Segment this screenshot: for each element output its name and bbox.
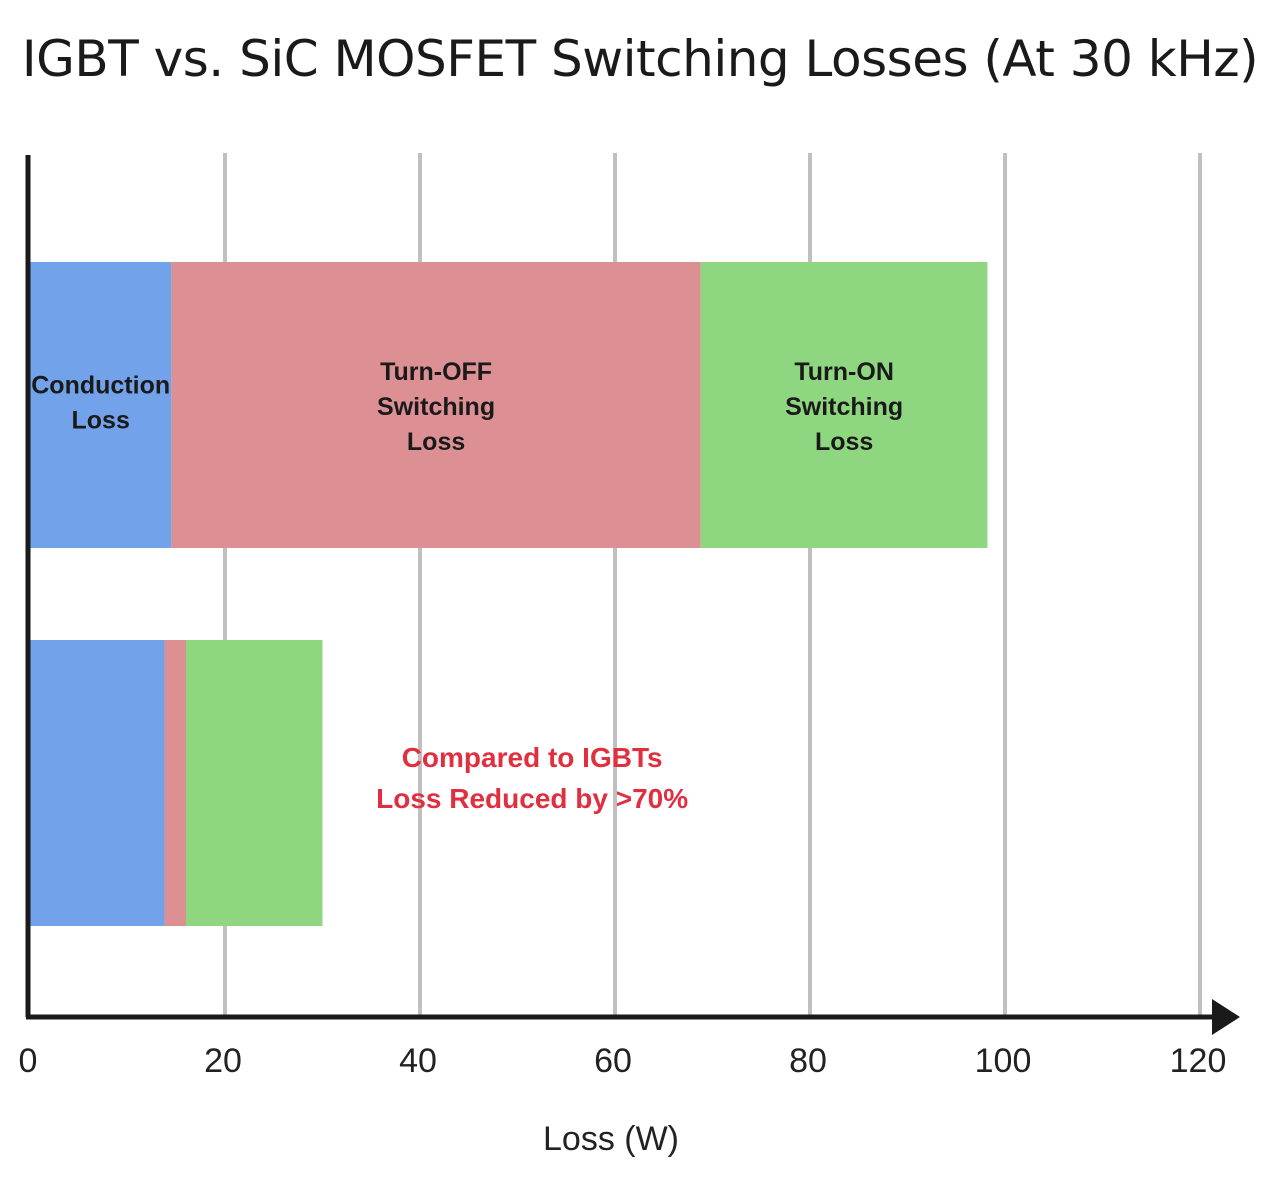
bar-1-segment-2 bbox=[171, 262, 701, 548]
tick-labels: 0 20 40 60 80 100 120 bbox=[19, 1042, 1227, 1080]
segment-label-1-line-1: Conduction bbox=[31, 372, 170, 400]
chart-title: IGBT vs. SiC MOSFET Switching Losses (At… bbox=[21, 30, 1259, 88]
segment-label-3-line-3: Loss bbox=[815, 428, 873, 456]
bars bbox=[30, 262, 988, 926]
segment-label-3-line-2: Switching bbox=[785, 393, 903, 421]
segment-label-2-line-2: Switching bbox=[377, 393, 495, 421]
segment-label-2-line-1: Turn-OFF bbox=[380, 358, 492, 386]
bar-1-segment-1 bbox=[30, 262, 172, 548]
x-tick-label-20: 20 bbox=[204, 1042, 242, 1080]
annotation: Compared to IGBTs Loss Reduced by >70% bbox=[376, 742, 688, 814]
segment-labels: Conduction Loss Turn-OFF Switching Loss Turn-… bbox=[31, 358, 903, 456]
x-tick-label-60: 60 bbox=[594, 1042, 632, 1080]
bar-1-segment-3 bbox=[700, 262, 988, 548]
x-tick-label-100: 100 bbox=[975, 1042, 1032, 1080]
segment-label-1-line-2: Loss bbox=[72, 407, 130, 435]
bar-2-segment-3 bbox=[186, 640, 323, 926]
annotation-line-1: Compared to IGBTs bbox=[402, 742, 663, 773]
axes bbox=[25, 155, 1240, 1035]
x-axis-title: Loss (W) bbox=[543, 1120, 679, 1158]
bar-2-segment-2 bbox=[164, 640, 186, 926]
x-axis-arrow bbox=[1212, 999, 1240, 1035]
x-tick-label-80: 80 bbox=[789, 1042, 827, 1080]
bar-2-segment-1 bbox=[30, 640, 165, 926]
x-tick-label-0: 0 bbox=[19, 1042, 38, 1080]
segment-label-2-line-3: Loss bbox=[407, 428, 465, 456]
x-tick-label-120: 120 bbox=[1170, 1042, 1227, 1080]
x-tick-label-40: 40 bbox=[399, 1042, 437, 1080]
annotation-line-2: Loss Reduced by >70% bbox=[376, 783, 688, 814]
segment-label-3-line-1: Turn-ON bbox=[794, 358, 894, 386]
